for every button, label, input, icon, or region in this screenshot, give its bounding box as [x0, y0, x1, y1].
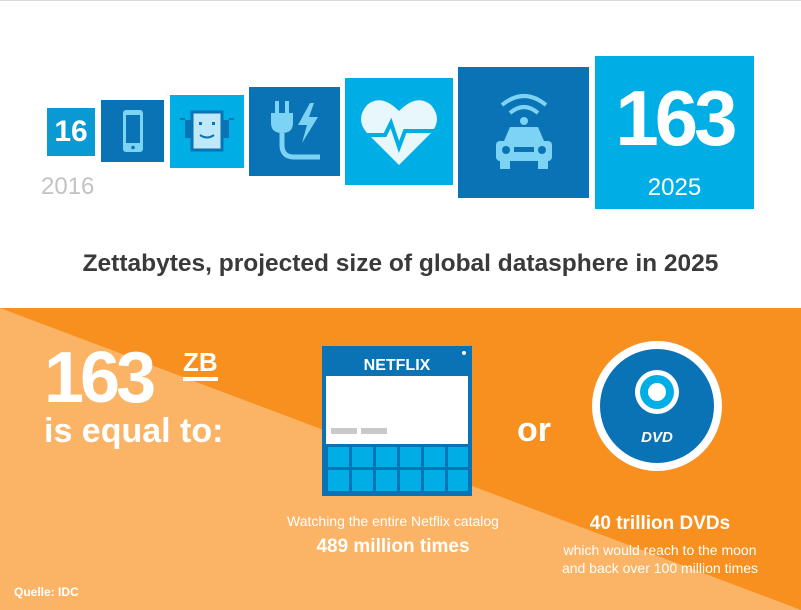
dvd-caption-line3: and back over 100 million times	[561, 560, 759, 576]
netflix-caption-line2: 489 million times	[316, 536, 470, 557]
robot-icon	[180, 110, 234, 151]
robot-tile	[170, 95, 244, 168]
or-label: or	[517, 411, 551, 449]
netflix-logo: NETFLIX	[364, 357, 431, 374]
netflix-screen-icon: NETFLIX	[322, 346, 472, 496]
source-label: Quelle: IDC	[14, 585, 79, 599]
power-plug-icon	[270, 100, 320, 159]
end-year-label: 2025	[647, 174, 702, 201]
top-section: 16 2016	[0, 0, 801, 277]
netflix-caption-line1: Watching the entire Netflix catalog	[287, 513, 499, 529]
connected-car-tile	[458, 67, 589, 198]
smartphone-tile	[101, 100, 164, 162]
dvd-disc: DVD	[591, 340, 723, 472]
netflix-card: NETFLIX	[322, 346, 472, 496]
heartbeat-icon	[361, 99, 437, 165]
connected-car-icon	[495, 93, 552, 169]
dvd-label: DVD	[641, 429, 673, 446]
dvd-caption-line2: which would reach to the moon	[563, 542, 757, 558]
start-value-tile: 16	[47, 108, 95, 156]
zb-number: 163	[44, 338, 156, 418]
equal-to-label: is equal to:	[44, 412, 224, 450]
zb-unit: ZB	[183, 348, 218, 381]
headline: Zettabytes, projected size of global dat…	[82, 250, 719, 277]
power-plug-tile	[249, 87, 340, 176]
end-value: 163	[615, 74, 737, 162]
bottom-section: 163 ZB is equal to: NETFLIX Watching the…	[0, 308, 801, 610]
heartbeat-tile	[345, 78, 453, 185]
smartphone-icon	[122, 110, 143, 152]
dvd-disc-icon: DVD	[592, 341, 722, 471]
end-value-tile: 163 2025	[595, 56, 754, 209]
dvd-caption-body: which would reach to the moon and back o…	[530, 541, 790, 577]
start-year-label: 2016	[41, 173, 95, 200]
dvd-caption-line1: 40 trillion DVDs	[589, 513, 731, 534]
